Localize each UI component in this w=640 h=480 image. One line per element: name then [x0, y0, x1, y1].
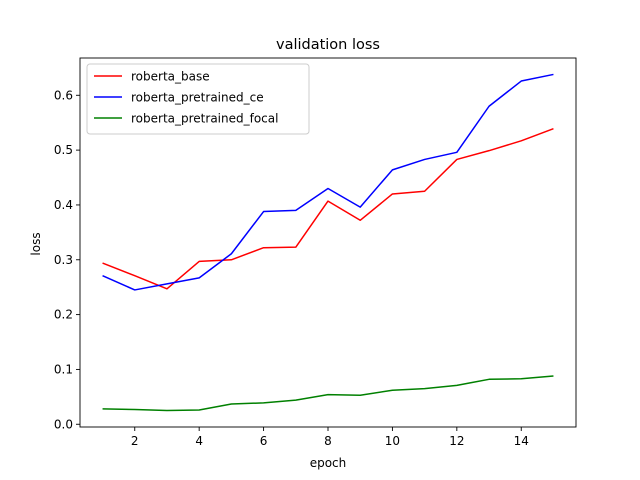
x-tick-label: 14 [514, 434, 529, 448]
x-tick-label: 6 [260, 434, 268, 448]
y-tick-label: 0.0 [54, 417, 73, 431]
y-tick-label: 0.1 [54, 362, 73, 376]
y-tick-label: 0.2 [54, 308, 73, 322]
y-axis-label: loss [29, 232, 43, 255]
legend-label-2: roberta_pretrained_focal [131, 112, 278, 126]
x-tick-label: 4 [195, 434, 203, 448]
legend-label-0: roberta_base [131, 70, 210, 84]
x-tick-label: 8 [324, 434, 332, 448]
plot-area: 2 4 6 8 10 12 14 0.0 0.1 0.2 0.3 0.4 0.5 0.6 [54, 57, 577, 448]
series-line-2 [102, 375, 554, 412]
x-tick-label: 12 [449, 434, 464, 448]
legend-label-1: roberta_pretrained_ce [131, 91, 264, 105]
y-tick-label: 0.6 [54, 88, 73, 102]
y-tick-label: 0.3 [54, 253, 73, 267]
y-tick-label: 0.5 [54, 143, 73, 157]
legend: roberta_base roberta_pretrained_ceroberta… [86, 63, 310, 135]
x-tick-label: 2 [131, 434, 139, 448]
legend-box [86, 63, 310, 135]
x-tick-label: 10 [385, 434, 400, 448]
y-tick-label: 0.4 [54, 198, 73, 212]
chart-title: validation loss [276, 37, 380, 53]
series-line-1 [102, 73, 554, 291]
series-line-0 [102, 128, 554, 290]
x-axis-label: epoch [310, 456, 347, 470]
